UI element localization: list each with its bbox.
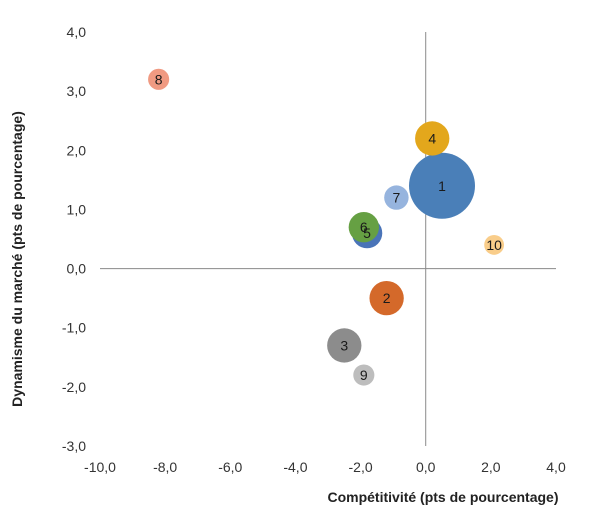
x-axis-title: Compétitivité (pts de pourcentage) [327,489,558,505]
bubble-label: 7 [393,190,401,206]
bubble-marker [327,328,362,363]
x-tick-label: -2,0 [349,459,373,475]
bubble-2 [369,280,404,316]
y-tick-label: 4,0 [67,24,87,40]
bubble-3 [327,328,362,363]
x-tick-label: -8,0 [153,459,177,475]
bubble-label: 6 [360,219,368,235]
bubble-label: 4 [428,130,436,146]
bubble-10 [484,235,505,255]
bubble-label: 2 [383,290,391,306]
x-tick-label: 4,0 [546,459,566,475]
y-tick-label: 2,0 [67,142,87,158]
x-tick-label: -10,0 [84,459,116,475]
y-tick-label: 0,0 [67,261,87,277]
y-tick-label: -3,0 [62,438,86,454]
bubble-7 [384,185,409,210]
bubble-label: 9 [360,367,368,383]
y-tick-label: 1,0 [67,201,87,217]
bubble-6 [348,211,380,243]
bubble-label: 1 [438,178,446,194]
y-tick-label: -1,0 [62,320,86,336]
bubble-1 [409,152,475,219]
y-tick-label: 3,0 [67,83,87,99]
bubble-marker [353,364,375,386]
y-tick-label: -2,0 [62,379,86,395]
bubble-8 [148,68,170,90]
bubble-marker [348,211,380,243]
bubble-label: 10 [486,237,502,253]
bubble-9 [353,364,375,386]
bubble-marker [384,185,409,210]
bubble-label: 8 [155,71,163,87]
x-tick-label: 2,0 [481,459,501,475]
bubble-label: 5 [363,225,371,241]
y-axis-title: Dynamisme du marché (pts de pourcentage) [9,111,25,407]
plot-area: -10,0 -8,0 -6,0 -4,0 -2,0 0,0 2,0 4,0 -3,0 -2,0 -1… [62,24,566,475]
x-tick-label: -4,0 [283,459,307,475]
x-tick-label: -6,0 [218,459,242,475]
bubble-marker [409,152,475,219]
bubble-marker [148,68,170,90]
bubble-marker [484,235,505,255]
bubble-4 [415,121,450,156]
bubble-label: 3 [340,337,348,353]
x-tick-label: 0,0 [416,459,436,475]
bubble-marker [415,121,450,156]
bubble-marker [369,280,404,316]
